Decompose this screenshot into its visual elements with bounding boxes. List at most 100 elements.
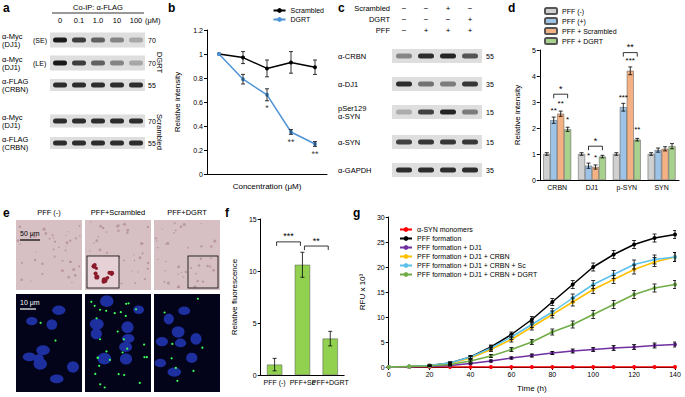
svg-text:+: + [446,26,451,35]
svg-text:55: 55 [148,140,156,147]
svg-text:b: b [168,1,175,15]
svg-text:***: *** [283,231,294,241]
svg-text:1.0: 1.0 [93,16,103,25]
svg-text:(SE): (SE) [33,37,47,45]
svg-text:*: * [559,84,563,94]
svg-text:Relative intensity: Relative intensity [173,72,182,132]
svg-text:10: 10 [249,268,257,275]
svg-text:5: 5 [532,47,536,54]
svg-text:15: 15 [486,139,494,146]
svg-text:f: f [225,206,230,220]
svg-text:20: 20 [426,371,434,378]
svg-text:70: 70 [148,60,156,67]
svg-text:Concentration (μM): Concentration (μM) [233,182,302,191]
svg-text:0.4: 0.4 [193,123,203,130]
svg-text:10: 10 [377,314,385,321]
svg-text:PFF formation: PFF formation [417,235,461,242]
svg-text:RFU x 10³: RFU x 10³ [358,273,367,310]
svg-text:*: * [594,153,597,162]
svg-text:140: 140 [669,371,681,378]
svg-text:15: 15 [377,289,385,296]
svg-text:Relative fluorescence: Relative fluorescence [230,258,239,335]
svg-text:d: d [508,1,515,15]
svg-text:15: 15 [486,109,494,116]
svg-text:PFF formation + DJ1 + CRBN: PFF formation + DJ1 + CRBN [417,253,510,260]
svg-text:***: *** [626,56,635,65]
svg-text:(CRBN): (CRBN) [2,143,29,152]
svg-text:−: − [424,4,429,13]
svg-text:Relative intensity: Relative intensity [513,85,522,145]
svg-text:2: 2 [532,125,536,132]
svg-text:55: 55 [486,53,494,60]
svg-text:0: 0 [58,16,62,25]
svg-text:PFF (-): PFF (-) [562,8,584,16]
svg-text:3: 3 [532,99,536,106]
svg-text:*: * [265,103,269,113]
svg-text:CRBN: CRBN [547,184,567,191]
svg-text:DGRT: DGRT [291,16,311,23]
svg-text:+: + [446,4,451,13]
svg-text:DGRT: DGRT [369,15,391,24]
svg-text:−: − [402,26,407,35]
svg-text:α-DJ1: α-DJ1 [338,80,358,89]
svg-text:1: 1 [199,51,203,58]
svg-text:*: * [587,151,590,160]
svg-text:DJ1: DJ1 [586,184,599,191]
svg-text:5: 5 [381,339,385,346]
svg-text:α-SYN monomers: α-SYN monomers [417,226,473,233]
svg-text:**: ** [313,236,321,246]
svg-text:50 μm: 50 μm [20,230,40,238]
svg-text:α-SYN: α-SYN [338,112,360,121]
svg-text:80: 80 [548,371,556,378]
svg-text:0.1: 0.1 [74,16,84,25]
svg-text:+: + [468,15,473,24]
svg-text:5: 5 [253,320,257,327]
svg-text:PFF+DGRT: PFF+DGRT [167,208,207,217]
svg-text:1: 1 [532,151,536,158]
svg-text:Co-IP: α-FLAG: Co-IP: α-FLAG [73,3,123,12]
svg-text:+: + [468,26,473,35]
svg-text:**: ** [634,125,640,134]
svg-text:DGRT: DGRT [155,52,164,74]
svg-text:c: c [338,1,345,15]
svg-text:***: *** [619,93,628,102]
svg-text:0: 0 [253,372,257,379]
svg-text:Scrambled: Scrambled [291,7,325,14]
svg-text:20: 20 [377,264,385,271]
svg-text:0.8: 0.8 [193,75,203,82]
svg-text:0: 0 [387,371,391,378]
svg-text:**: ** [311,149,319,159]
svg-text:SYN: SYN [654,184,668,191]
svg-text:PFF formation + DJ1: PFF formation + DJ1 [417,244,482,251]
svg-text:p-SYN: p-SYN [616,184,637,192]
svg-text:35: 35 [486,167,494,174]
svg-text:α-CRBN: α-CRBN [338,52,366,61]
svg-text:0: 0 [532,177,536,184]
svg-text:15: 15 [249,216,257,223]
svg-text:(μM): (μM) [145,16,161,25]
svg-text:PFF (-): PFF (-) [37,208,61,217]
svg-text:**: ** [558,99,564,108]
svg-text:−: − [446,15,451,24]
svg-text:PFF + DGRT: PFF + DGRT [562,38,604,45]
svg-text:PFF (+): PFF (+) [562,18,586,26]
svg-text:120: 120 [628,371,640,378]
svg-text:0.2: 0.2 [193,147,203,154]
svg-text:35: 35 [486,81,494,88]
svg-text:*: * [594,136,598,146]
svg-text:0: 0 [381,364,385,371]
svg-text:PFF + Scrambled: PFF + Scrambled [562,28,617,35]
svg-text:PFF+DGRT: PFF+DGRT [312,379,350,386]
svg-text:30: 30 [377,214,385,221]
svg-text:α-SYN: α-SYN [338,138,360,147]
svg-text:*: * [566,115,569,124]
svg-text:**: ** [627,42,635,52]
svg-text:Scrambled: Scrambled [354,4,390,13]
svg-text:100: 100 [130,16,143,25]
svg-text:α-GAPDH: α-GAPDH [338,166,372,175]
svg-text:PFF formation + DJ1 + CRBN + D: PFF formation + DJ1 + CRBN + DGRT [417,271,538,278]
svg-text:70: 70 [148,37,156,44]
svg-text:25: 25 [377,239,385,246]
svg-text:0.6: 0.6 [193,99,203,106]
svg-text:0: 0 [199,171,203,178]
